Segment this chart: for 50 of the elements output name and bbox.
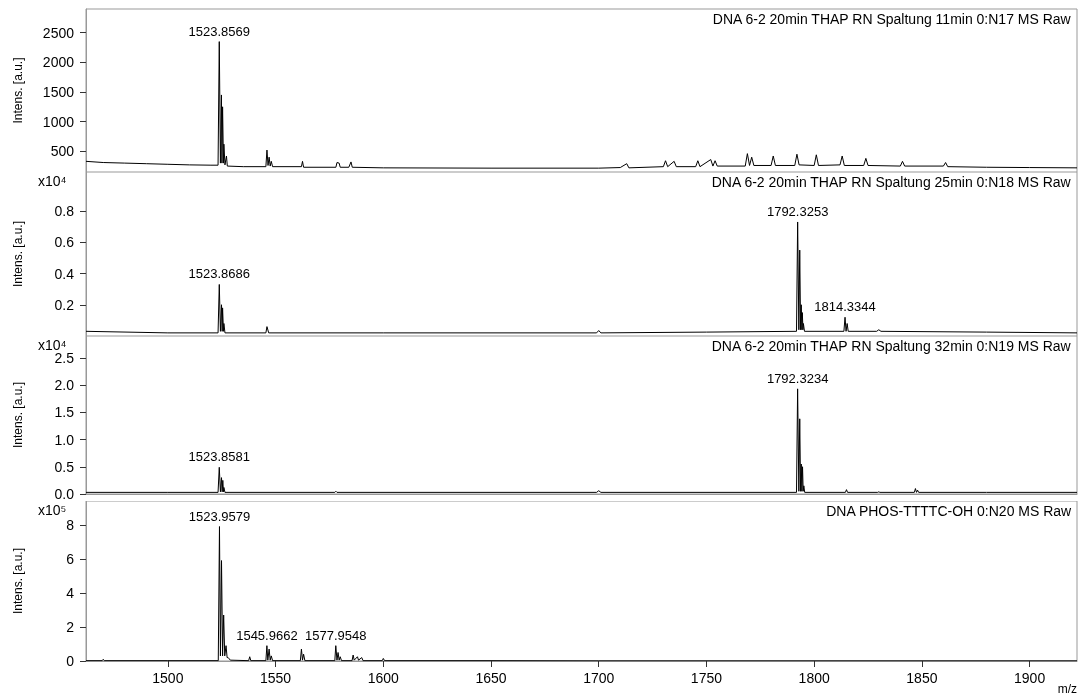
y-tick-label: 4 — [66, 584, 75, 601]
y-tick-label: 2500 — [42, 24, 75, 41]
x-tick-label: 1750 — [690, 670, 723, 686]
x-tick-label: 1900 — [1014, 670, 1046, 686]
x-tick-label: 1500 — [152, 670, 184, 686]
annotation: 1577.9548 — [305, 627, 367, 643]
y-tick-label: 0.4 — [54, 265, 75, 282]
y-tick-label: 2.0 — [54, 377, 75, 394]
y-tick-label: 0.0 — [54, 486, 75, 502]
y-tick-label: 0.2 — [54, 296, 75, 313]
y-tick-label: 0.8 — [54, 203, 75, 220]
y-axis-title: Intens. [a.u.] — [11, 381, 25, 449]
annotation: 1792.3253 — [766, 203, 829, 219]
y-axis-title: Intens. [a.u.] — [11, 547, 25, 615]
y-tick-label: 500 — [50, 143, 75, 160]
annotation: 1545.9662 — [236, 627, 298, 643]
x-axis-title: m/z — [1057, 682, 1077, 695]
y-tick-label: 1.0 — [54, 431, 75, 448]
annotation: 1792.3234 — [766, 370, 829, 386]
chart-title: DNA PHOS-TTTTC-OH 0:N20 MS Raw — [826, 503, 1073, 519]
y-axis-title: Intens. [a.u.] — [11, 57, 25, 124]
y-tick-label: 0.5 — [54, 458, 75, 475]
x-tick-label: 1550 — [260, 670, 292, 686]
x-tick-label: 1700 — [583, 670, 615, 686]
x-tick-label: 1650 — [475, 670, 507, 686]
chart-title: DNA 6-2 20min THAP RN Spaltung 32min 0:N19 MS Raw — [711, 338, 1072, 354]
annotation: 1523.8686 — [188, 266, 251, 282]
text: x10⁴ — [38, 173, 67, 189]
line-series — [85, 41, 1078, 169]
y-axis-title: Intens. [a.u.] — [11, 220, 25, 288]
x-tick-label: 1800 — [798, 670, 830, 686]
y-tick-label: 0 — [66, 653, 75, 669]
chart-title: DNA 6-2 20min THAP RN Spaltung 25min 0:N18 MS Raw — [711, 174, 1072, 190]
annotation: 1523.8569 — [188, 23, 250, 39]
y-tick-label: 2000 — [42, 54, 75, 71]
y-tick-label: 1500 — [42, 83, 75, 100]
x-tick-label: 1850 — [906, 670, 938, 686]
x-tick-label: 1600 — [367, 670, 400, 686]
annotation: 1523.9579 — [188, 508, 251, 524]
y-tick-label: 1.5 — [54, 404, 75, 421]
y-tick-label: 6 — [66, 550, 75, 567]
y-tick-label: 2 — [66, 618, 75, 635]
text: x10⁵ — [38, 502, 67, 518]
chart-title: DNA 6-2 20min THAP RN Spaltung 11min 0:N17 MS Raw — [712, 11, 1072, 27]
y-tick-label: 0.6 — [54, 234, 75, 251]
annotation: 1523.8581 — [188, 449, 250, 465]
y-tick-label: 1000 — [42, 113, 75, 130]
y-tick-label: 8 — [66, 516, 75, 533]
annotation: 1814.3344 — [814, 299, 876, 315]
line-series — [85, 221, 1078, 334]
